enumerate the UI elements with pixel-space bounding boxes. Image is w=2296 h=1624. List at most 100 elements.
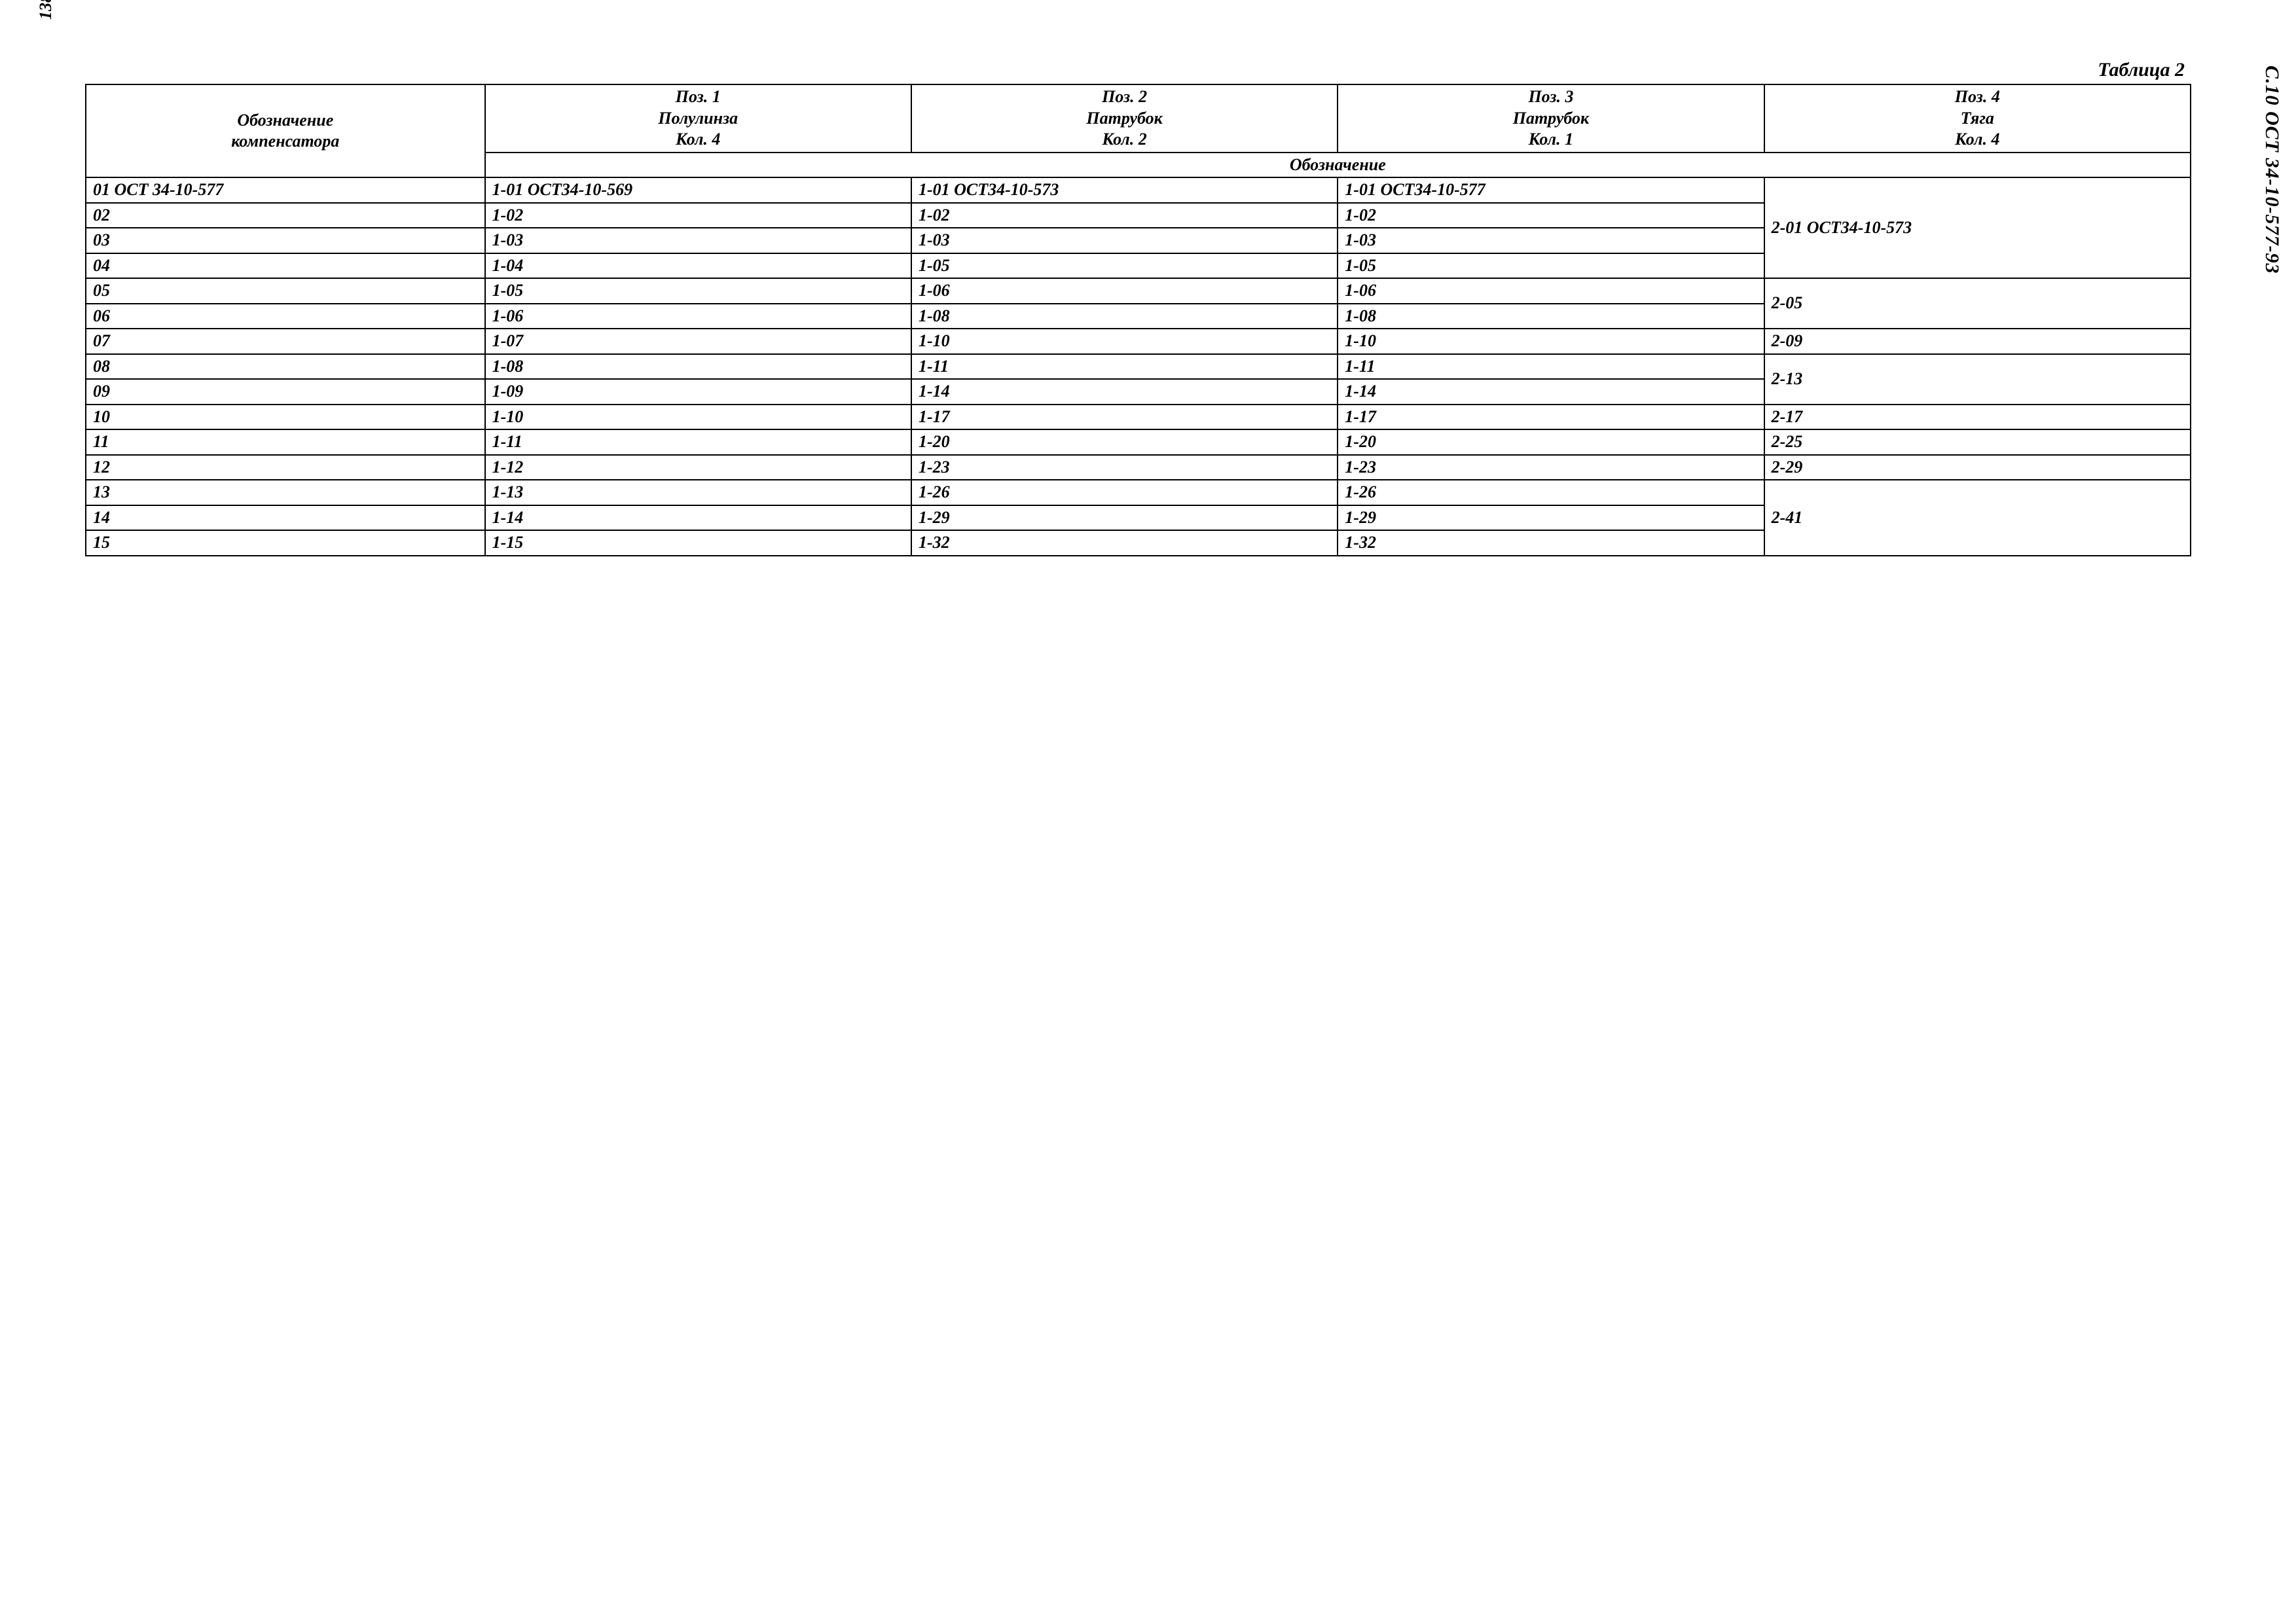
table-row: 051-051-061-062-05 — [86, 278, 2191, 304]
header-c3-l3: Кол. 1 — [1345, 129, 1757, 151]
cell-pos3: 1-29 — [1338, 505, 1764, 531]
cell-designation: 07 — [86, 329, 485, 354]
cell-pos1: 1-10 — [485, 405, 911, 430]
cell-pos1: 1-12 — [485, 455, 911, 480]
cell-pos2: 1-11 — [911, 354, 1338, 380]
cell-designation: 01 ОСТ 34-10-577 — [86, 177, 485, 203]
cell-pos4: 2-29 — [1764, 455, 2191, 480]
cell-pos1: 1-11 — [485, 429, 911, 455]
header-c2-l2: Патрубок — [919, 108, 1330, 130]
table-row: 081-081-111-112-13 — [86, 354, 2191, 380]
cell-pos2: 1-32 — [911, 530, 1338, 556]
table-body: 01 ОСТ 34-10-5771-01 ОСТ34-10-5691-01 ОС… — [86, 177, 2191, 556]
cell-pos1: 1-02 — [485, 203, 911, 228]
table-row: 131-131-261-262-41 — [86, 480, 2191, 505]
cell-designation: 13 — [86, 480, 485, 505]
cell-pos3: 1-03 — [1338, 228, 1764, 253]
cell-designation: 10 — [86, 405, 485, 430]
cell-designation: 12 — [86, 455, 485, 480]
cell-pos4: 2-09 — [1764, 329, 2191, 354]
cell-pos3: 1-20 — [1338, 429, 1764, 455]
cell-pos4: 2-41 — [1764, 480, 2191, 556]
table-row: 111-111-201-202-25 — [86, 429, 2191, 455]
header-c2-l3: Кол. 2 — [919, 129, 1330, 151]
cell-pos2: 1-02 — [911, 203, 1338, 228]
header-c4-l3: Кол. 4 — [1772, 129, 2183, 151]
cell-pos1: 1-04 — [485, 253, 911, 279]
header-c1-l1: Поз. 1 — [492, 86, 904, 108]
header-sub: Обозначение — [485, 153, 2191, 178]
table-title: Таблица 2 — [85, 59, 2185, 81]
cell-pos3: 1-26 — [1338, 480, 1764, 505]
cell-designation: 15 — [86, 530, 485, 556]
header-col1: Поз. 1 Полулинза Кол. 4 — [485, 84, 911, 153]
main-table: Обозначение компенсатора Поз. 1 Полулинз… — [85, 84, 2191, 556]
standard-code-label: С.10 ОСТ 34-10-577-93 — [2261, 65, 2283, 274]
header-c2-l1: Поз. 2 — [919, 86, 1330, 108]
header-c4-l1: Поз. 4 — [1772, 86, 2183, 108]
cell-designation: 04 — [86, 253, 485, 279]
cell-designation: 11 — [86, 429, 485, 455]
cell-pos2: 1-17 — [911, 405, 1338, 430]
table-row: 071-071-101-102-09 — [86, 329, 2191, 354]
cell-pos2: 1-20 — [911, 429, 1338, 455]
cell-pos4: 2-17 — [1764, 405, 2191, 430]
header-c4-l2: Тяга — [1772, 108, 2183, 130]
cell-pos2: 1-10 — [911, 329, 1338, 354]
header-col3: Поз. 3 Патрубок Кол. 1 — [1338, 84, 1764, 153]
cell-pos4: 2-05 — [1764, 278, 2191, 329]
cell-pos1: 1-14 — [485, 505, 911, 531]
cell-pos3: 1-08 — [1338, 304, 1764, 329]
cell-pos2: 1-05 — [911, 253, 1338, 279]
cell-pos3: 1-06 — [1338, 278, 1764, 304]
cell-pos1: 1-08 — [485, 354, 911, 380]
header-col2: Поз. 2 Патрубок Кол. 2 — [911, 84, 1338, 153]
cell-pos3: 1-05 — [1338, 253, 1764, 279]
table-row: 101-101-171-172-17 — [86, 405, 2191, 430]
header-c1-l3: Кол. 4 — [492, 129, 904, 151]
cell-pos4: 2-13 — [1764, 354, 2191, 405]
cell-pos3: 1-02 — [1338, 203, 1764, 228]
cell-pos3: 1-23 — [1338, 455, 1764, 480]
cell-designation: 08 — [86, 354, 485, 380]
cell-pos2: 1-26 — [911, 480, 1338, 505]
cell-pos1: 1-06 — [485, 304, 911, 329]
cell-pos1: 1-09 — [485, 379, 911, 405]
header-col4: Поз. 4 Тяга Кол. 4 — [1764, 84, 2191, 153]
page-number: 138 — [36, 0, 56, 20]
cell-pos2: 1-06 — [911, 278, 1338, 304]
cell-pos4: 2-01 ОСТ34-10-573 — [1764, 177, 2191, 278]
header-row-1: Обозначение компенсатора Поз. 1 Полулинз… — [86, 84, 2191, 153]
header-col0-text: Обозначение компенсатора — [231, 111, 339, 151]
cell-pos3: 1-32 — [1338, 530, 1764, 556]
cell-pos3: 1-14 — [1338, 379, 1764, 405]
header-c1-l2: Полулинза — [492, 108, 904, 130]
cell-pos1: 1-05 — [485, 278, 911, 304]
table-row: 01 ОСТ 34-10-5771-01 ОСТ34-10-5691-01 ОС… — [86, 177, 2191, 203]
cell-designation: 02 — [86, 203, 485, 228]
cell-pos1: 1-01 ОСТ34-10-569 — [485, 177, 911, 203]
cell-pos4: 2-25 — [1764, 429, 2191, 455]
cell-designation: 09 — [86, 379, 485, 405]
cell-pos2: 1-03 — [911, 228, 1338, 253]
cell-pos2: 1-08 — [911, 304, 1338, 329]
cell-pos1: 1-07 — [485, 329, 911, 354]
table-container: Таблица 2 Обозначение компенсатора Поз. … — [85, 59, 2191, 556]
header-c3-l2: Патрубок — [1345, 108, 1757, 130]
cell-designation: 05 — [86, 278, 485, 304]
cell-pos1: 1-13 — [485, 480, 911, 505]
cell-pos2: 1-14 — [911, 379, 1338, 405]
cell-pos3: 1-17 — [1338, 405, 1764, 430]
header-c3-l1: Поз. 3 — [1345, 86, 1757, 108]
cell-pos2: 1-29 — [911, 505, 1338, 531]
cell-pos3: 1-01 ОСТ34-10-577 — [1338, 177, 1764, 203]
table-row: 121-121-231-232-29 — [86, 455, 2191, 480]
cell-pos3: 1-10 — [1338, 329, 1764, 354]
cell-pos1: 1-03 — [485, 228, 911, 253]
cell-designation: 14 — [86, 505, 485, 531]
header-col0: Обозначение компенсатора — [86, 84, 485, 177]
cell-pos2: 1-01 ОСТ34-10-573 — [911, 177, 1338, 203]
cell-pos1: 1-15 — [485, 530, 911, 556]
cell-designation: 03 — [86, 228, 485, 253]
cell-pos2: 1-23 — [911, 455, 1338, 480]
